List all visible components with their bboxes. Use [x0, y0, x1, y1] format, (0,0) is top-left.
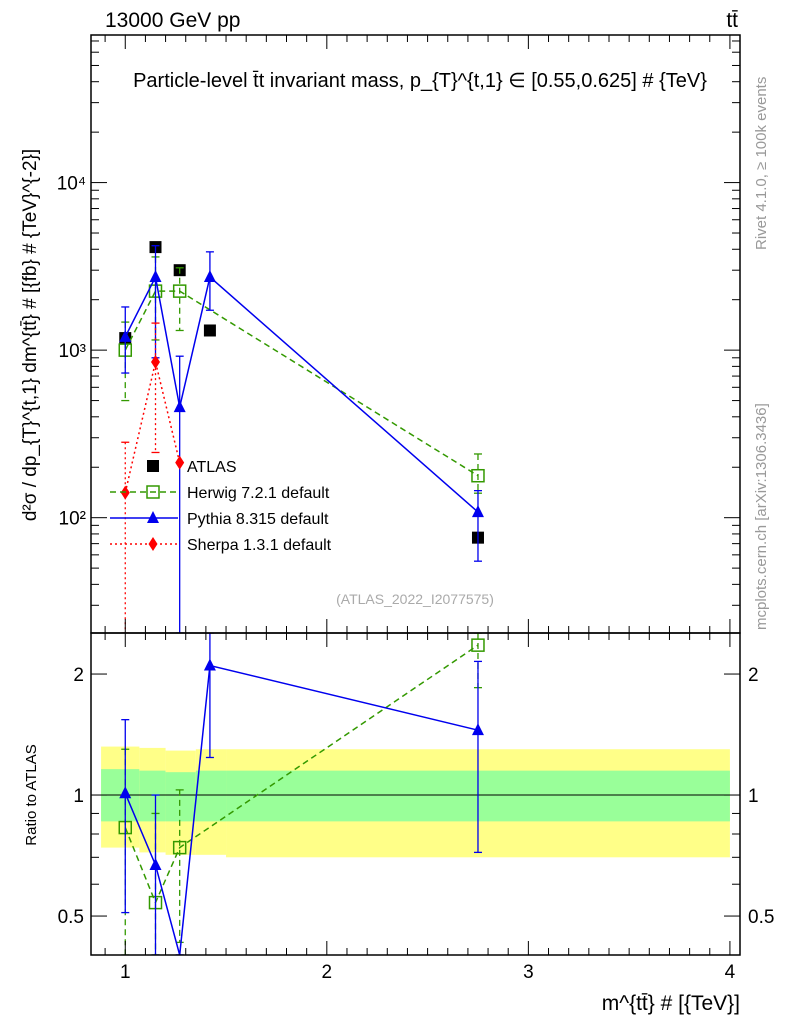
x-tick-label: 3 [523, 962, 534, 983]
legend-label: Pythia 8.315 default [187, 511, 329, 528]
uncertainty-band-68 [165, 772, 196, 822]
plot-title: Particle-level t̄t invariant mass, p_{T}… [133, 70, 707, 92]
x-tick-label: 1 [120, 962, 131, 983]
mcplots-label: mcplots.cern.ch [arXiv:1306.3436] [753, 403, 770, 630]
series-sherpa-point [150, 354, 160, 369]
ratio-pythia-point [149, 857, 162, 870]
series-atlas-point [203, 324, 216, 337]
ratio-herwig-point [471, 638, 485, 652]
ratio-y-tick-label: 1 [73, 786, 84, 807]
ratio-herwig-line [124, 644, 479, 905]
x-axis-label: m^{tt̄} # [{TeV}] [602, 992, 740, 1015]
ratio-pythia-point [471, 723, 484, 736]
ratio-pythia-line [124, 664, 479, 955]
series-pythia-point [149, 270, 162, 283]
series-pythia-point [173, 400, 186, 413]
legend-marker [146, 485, 160, 499]
analysis-watermark: (ATLAS_2022_I2077575) [336, 591, 494, 607]
ratio-y-tick-label: 2 [73, 665, 84, 686]
series-sherpa-point [175, 455, 185, 470]
series-herwig-point [172, 284, 187, 298]
legend-label: Sherpa 1.3.1 default [187, 537, 332, 554]
ratio-y-tick-label: 2 [748, 665, 759, 686]
ratio-y-tick-label: 0.5 [58, 907, 84, 928]
header-right: tt̄ [726, 9, 738, 32]
legend-label: Herwig 7.2.1 default [187, 485, 330, 502]
x-tick-label: 4 [725, 962, 736, 983]
header-left: 13000 GeV pp [105, 9, 240, 32]
uncertainty-band-68 [195, 770, 227, 822]
series-pythia-point [471, 505, 484, 518]
ratio-frame [90, 632, 741, 956]
series-pythia-point [203, 270, 216, 283]
y-tick-label: 10³ [59, 341, 86, 362]
legend-marker [147, 460, 159, 472]
x-tick-label: 2 [322, 962, 333, 983]
rivet-label: Rivet 4.1.0, ≥ 100k events [753, 77, 770, 250]
ratio-y-axis-label: Ratio to ATLAS [23, 744, 40, 845]
series-sherpa-line [124, 361, 181, 493]
legend-marker [147, 511, 159, 523]
ratio-pythia-point [203, 658, 216, 671]
ratio-y-tick-label: 1 [748, 786, 759, 807]
y-tick-label: 10⁴ [57, 174, 86, 195]
y-tick-label: 10² [59, 509, 86, 530]
series-pythia-line [124, 274, 479, 513]
ratio-herwig-point [172, 840, 187, 855]
ratio-pythia-point [119, 786, 132, 799]
legend-label: ATLAS [187, 459, 237, 476]
series-herwig-point [471, 468, 485, 483]
series-pythia-point [119, 329, 132, 342]
y-axis-label: d²σ / dp_{T}^{t,1} dm^{tt̄} # [{fb} # {T… [20, 149, 41, 521]
series-herwig-line [124, 290, 479, 477]
ratio-y-tick-label: 0.5 [748, 907, 774, 928]
legend-marker [148, 537, 158, 551]
